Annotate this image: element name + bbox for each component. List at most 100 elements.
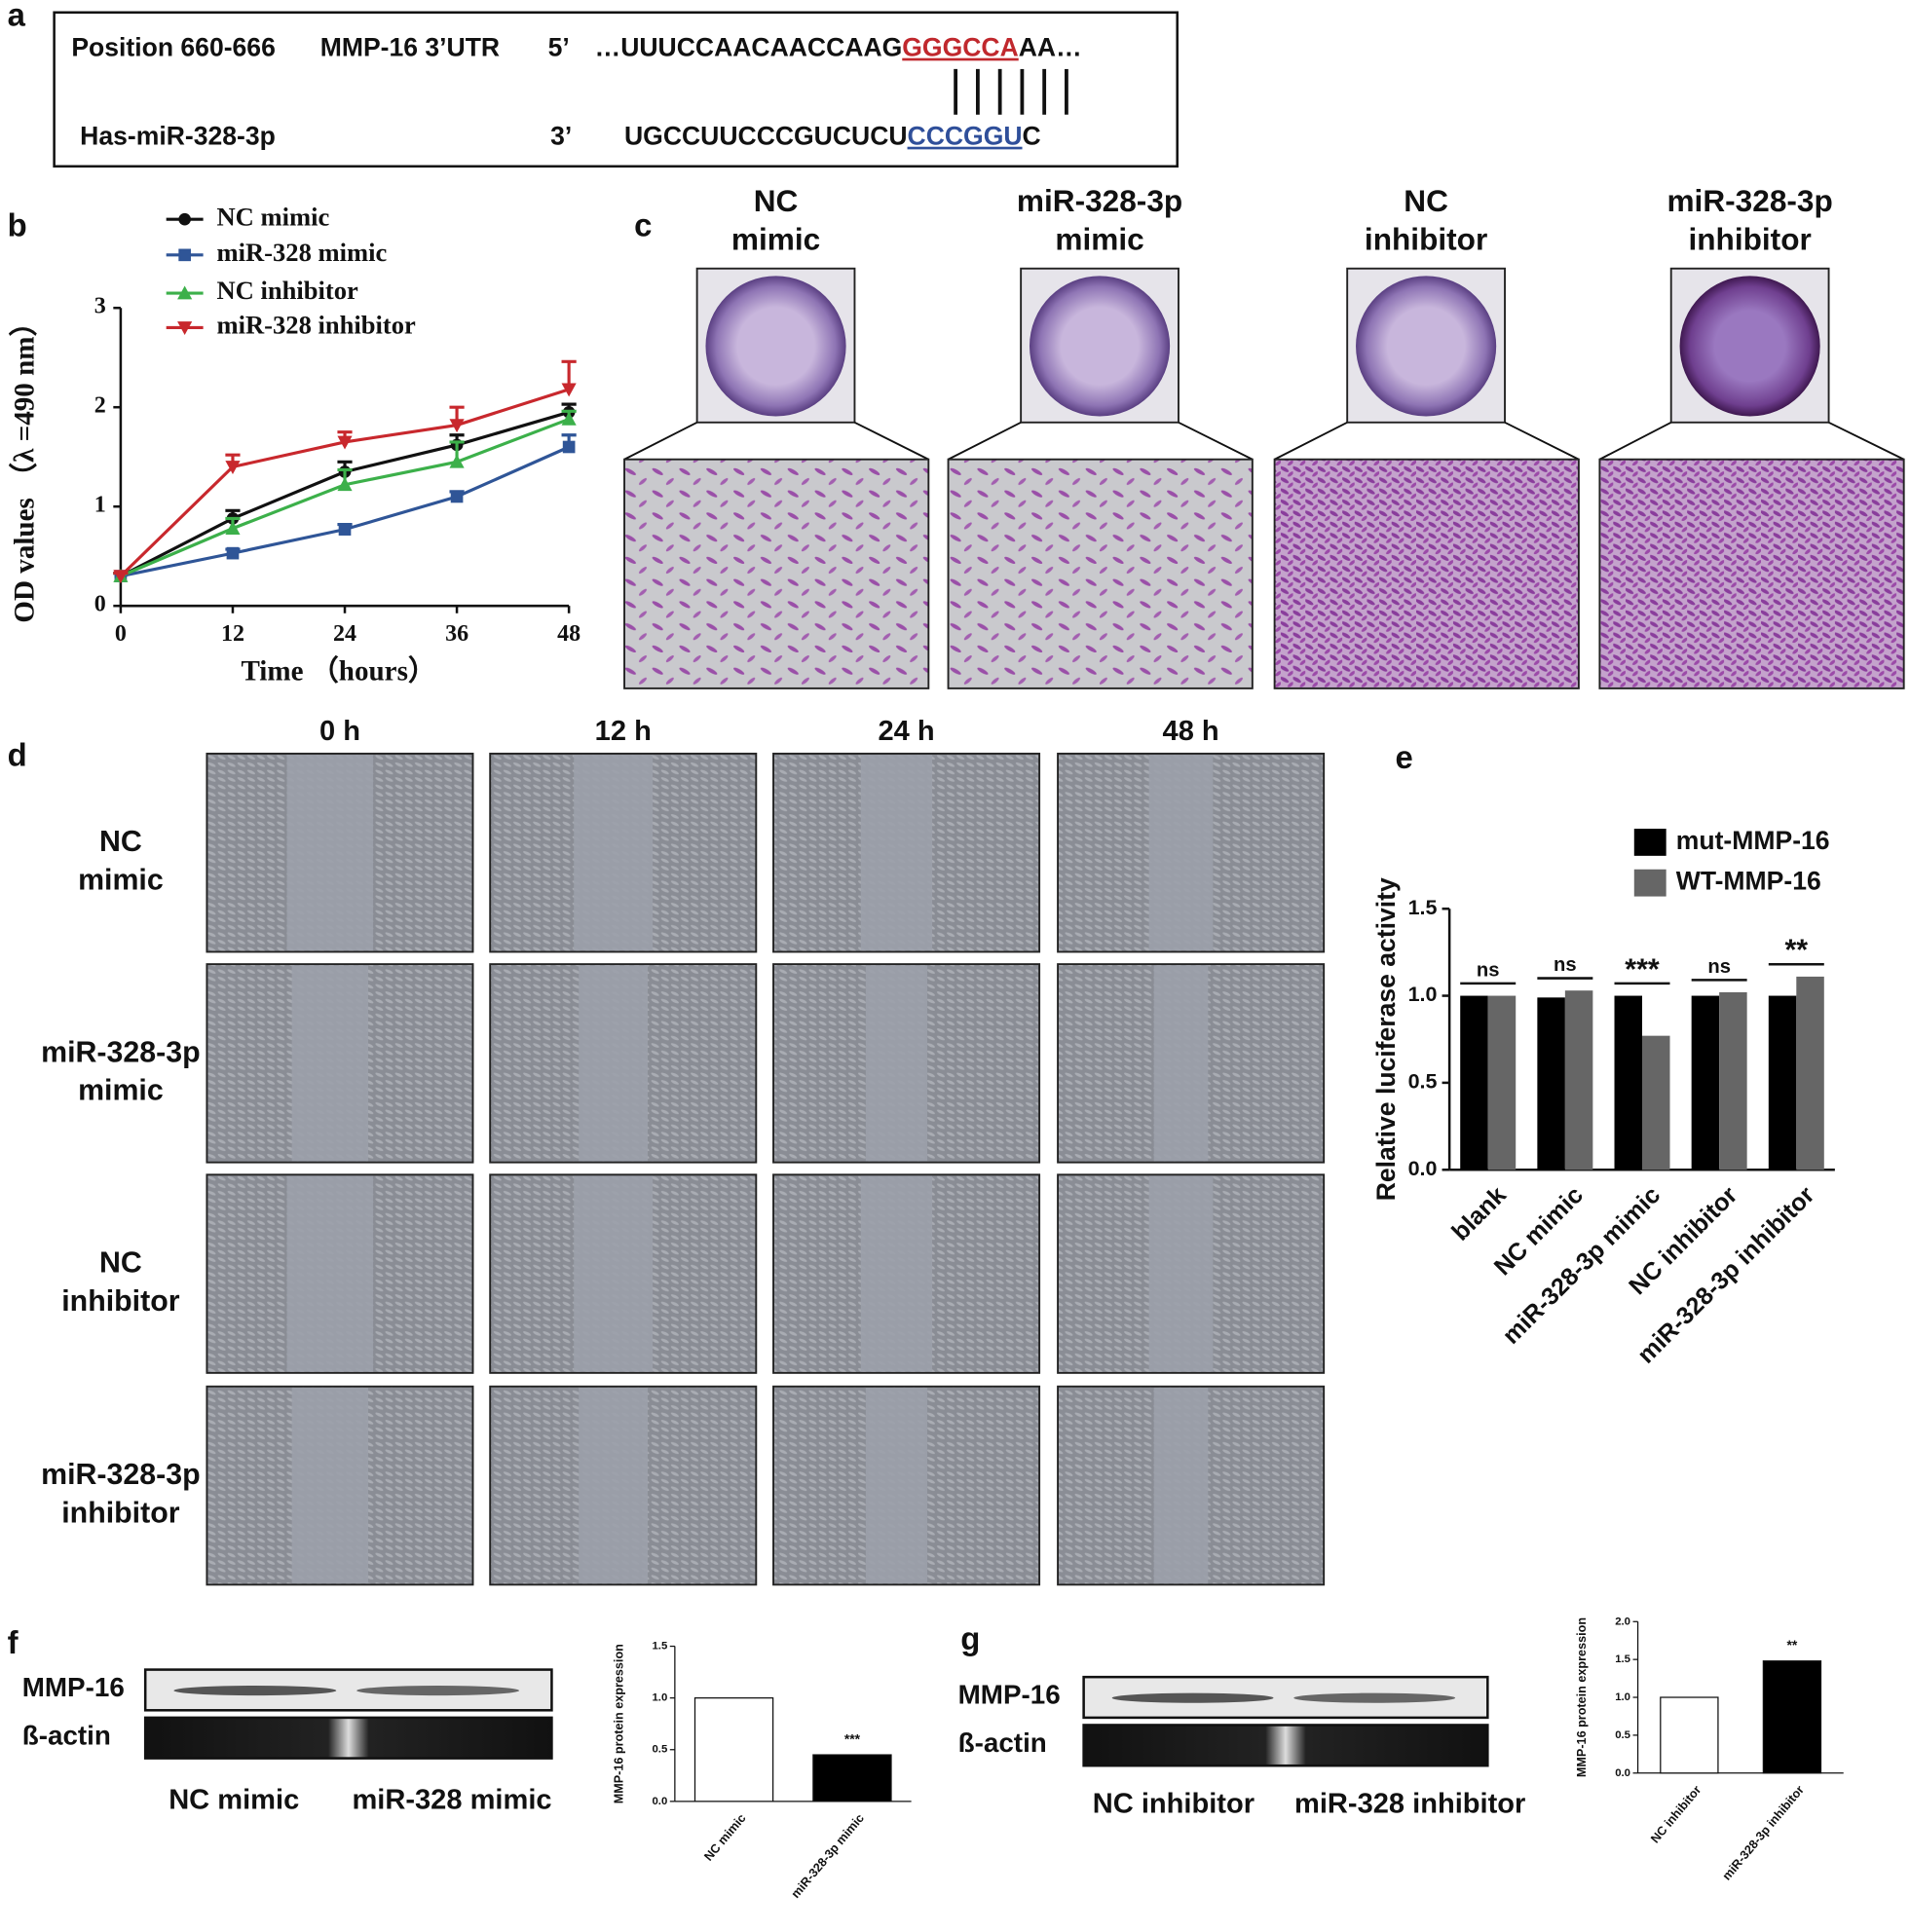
legend-label: mut-MMP-16	[1676, 826, 1830, 855]
scratch-gap	[865, 1388, 928, 1584]
scratch-gap	[579, 1388, 649, 1584]
y-tick-label: 0.5	[652, 1744, 667, 1756]
legend-label: miR-328 mimic	[217, 238, 388, 267]
y-tick-label: 3	[94, 294, 106, 319]
column-label: NC	[754, 183, 799, 218]
panel-letter: g	[960, 1620, 980, 1656]
x-tick-label: NC mimic	[701, 1811, 748, 1864]
y-tick-label: 0	[94, 592, 106, 617]
scratch-gap	[860, 1175, 933, 1372]
panel-letter: a	[8, 0, 26, 33]
lane-label: NC inhibitor	[1093, 1788, 1255, 1819]
time-label: 0 h	[319, 716, 360, 747]
marker	[225, 521, 241, 535]
scratch-gap	[860, 755, 933, 951]
legend-label: miR-328 inhibitor	[217, 311, 416, 340]
lane-label: miR-328 inhibitor	[1294, 1788, 1525, 1819]
y-axis-label: MMP-16 protein expression	[1575, 1617, 1589, 1777]
y-tick-label: 2.0	[1615, 1616, 1630, 1627]
legend-swatch	[1633, 829, 1667, 856]
legend-marker	[178, 248, 191, 262]
x-tick-label: 36	[445, 621, 468, 647]
y-axis-label: Relative luciferase activity	[1371, 877, 1401, 1201]
y-tick-label: 0.5	[1615, 1729, 1630, 1741]
row-label: mimic	[78, 864, 164, 896]
pairing-lines	[954, 68, 1068, 115]
scratch-gap	[865, 965, 928, 1162]
bar	[1642, 1035, 1670, 1170]
end-label: 3’	[550, 122, 572, 151]
zoom-line	[1828, 421, 1905, 461]
dish	[1356, 276, 1497, 417]
y-tick-label: 1.5	[1408, 896, 1438, 919]
x-tick-label: miR-328-3p inhibitor	[1720, 1783, 1807, 1883]
scratch-gap	[574, 1175, 654, 1372]
marker	[450, 490, 464, 503]
sequence-box	[53, 11, 1179, 168]
row-label: NC	[99, 1247, 142, 1280]
end-label: 5’	[548, 33, 570, 62]
zoom-line	[1598, 421, 1672, 461]
bar	[1762, 1660, 1822, 1774]
row-label: miR-328-3p	[41, 1459, 201, 1491]
zoom-line	[1504, 421, 1580, 461]
marker	[337, 477, 353, 492]
x-tick-label: 48	[557, 621, 580, 647]
column-label: miR-328-3p	[1667, 183, 1832, 218]
legend-label: WT-MMP-16	[1676, 867, 1821, 896]
column-label: mimic	[1055, 221, 1143, 256]
row-label: miR-328-3p	[41, 1036, 201, 1068]
panel-letter: b	[8, 207, 27, 243]
micrograph	[1273, 458, 1580, 689]
bar	[812, 1754, 892, 1802]
micrograph	[947, 458, 1254, 689]
y-tick-label: 1	[94, 493, 106, 518]
y-tick-label: 1.5	[652, 1641, 667, 1653]
legend-label: NC inhibitor	[217, 276, 359, 305]
bar	[1719, 991, 1747, 1170]
y-tick-label: 0.5	[1408, 1070, 1438, 1094]
significance: ns	[1477, 960, 1500, 982]
scratch-gap	[1153, 965, 1209, 1162]
marker	[225, 461, 241, 474]
y-tick-label: 0.0	[1615, 1767, 1630, 1779]
seed-site: CCCGGU	[908, 122, 1023, 151]
zoom-line	[1274, 421, 1348, 461]
bar	[693, 1697, 774, 1802]
bar	[1768, 995, 1797, 1170]
legend-marker	[177, 285, 193, 300]
marker	[337, 435, 353, 450]
scratch-gap	[291, 965, 369, 1162]
sequence-part: …UUUCCAACAACCAAG	[595, 33, 903, 62]
band-label: MMP-16	[958, 1680, 1061, 1710]
marker	[561, 383, 577, 397]
gene: MMP-16 3’UTR	[320, 33, 500, 62]
bar	[1487, 995, 1517, 1170]
bar	[1564, 990, 1593, 1170]
dish	[1679, 276, 1820, 417]
scratch-gap	[1148, 755, 1214, 951]
legend-marker	[177, 321, 193, 336]
marker	[449, 454, 465, 468]
lane-label: NC mimic	[169, 1785, 299, 1816]
y-tick-label: 2	[94, 393, 106, 419]
x-tick-label: miR-328-3p mimic	[789, 1811, 867, 1901]
x-tick-label: 24	[333, 621, 356, 647]
x-axis-label: Time （hours）	[241, 654, 436, 687]
row-label: inhibitor	[61, 1497, 179, 1529]
y-tick-label: 1.0	[652, 1692, 667, 1704]
dish	[705, 276, 846, 417]
marker	[338, 523, 352, 536]
sequence-part: AA…	[1019, 33, 1082, 62]
legend-swatch	[1633, 869, 1667, 897]
band	[1111, 1692, 1274, 1703]
time-label: 24 h	[878, 716, 934, 747]
marker	[449, 419, 465, 433]
bar	[1691, 995, 1720, 1170]
row-label: NC	[99, 826, 142, 858]
blot	[143, 1716, 553, 1760]
scratch-gap	[1153, 1388, 1209, 1584]
scratch-gap	[579, 965, 649, 1162]
bar	[1537, 997, 1565, 1170]
sequence: UGCCUUCCCGUCUCUCCCGGUC	[624, 122, 1041, 151]
